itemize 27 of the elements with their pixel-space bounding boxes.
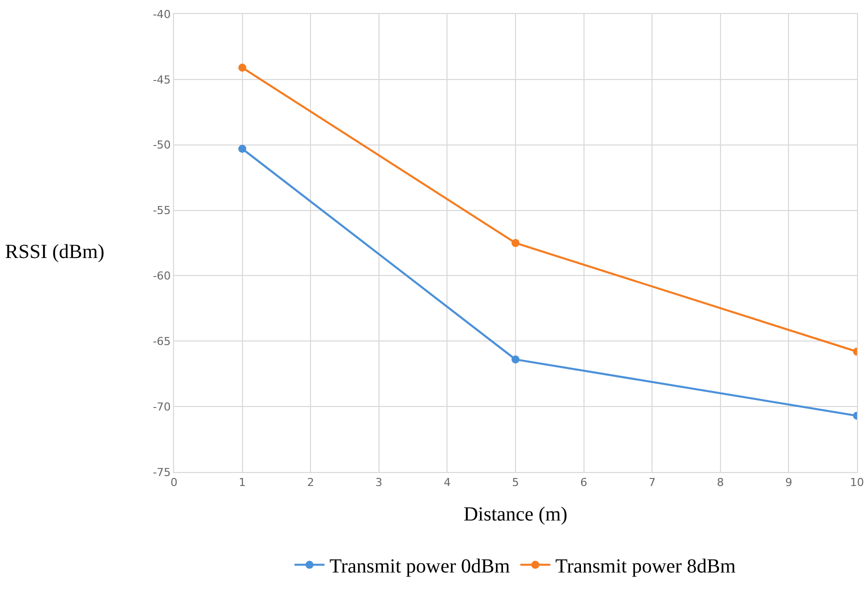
x-tick-label: 8 <box>716 476 724 490</box>
point <box>238 64 246 72</box>
point <box>238 144 246 153</box>
legend-label: Transmit power 0dBm <box>330 556 510 578</box>
x-tick-label: 1 <box>238 476 246 490</box>
x-tick-label: 7 <box>648 476 656 490</box>
x-tick-label: 9 <box>785 476 792 490</box>
y-tick-label: -55 <box>152 204 171 218</box>
point <box>512 355 520 364</box>
y-tick-label: -50 <box>152 138 171 152</box>
y-axis-title: RSSI (dBm) <box>5 241 104 263</box>
x-tick-label: 0 <box>170 476 178 490</box>
x-tick-label: 2 <box>307 476 314 490</box>
y-tick-label: -60 <box>152 270 171 283</box>
x-tick-label: 4 <box>444 476 451 490</box>
y-tick-label: -40 <box>152 8 171 21</box>
x-tick-label: 3 <box>375 476 382 490</box>
x-axis-title: Distance (m) <box>464 504 568 526</box>
x-tick-label: 6 <box>580 476 588 490</box>
y-tick-label: -65 <box>152 334 171 348</box>
point <box>512 239 520 247</box>
legend-label: Transmit power 8dBm <box>555 556 736 578</box>
y-tick-label: -75 <box>152 466 171 479</box>
x-tick-label: 10 <box>850 476 864 490</box>
x-tick-label: 5 <box>512 476 519 490</box>
y-tick-label: -70 <box>152 400 171 414</box>
y-tick-label: -45 <box>152 73 171 86</box>
